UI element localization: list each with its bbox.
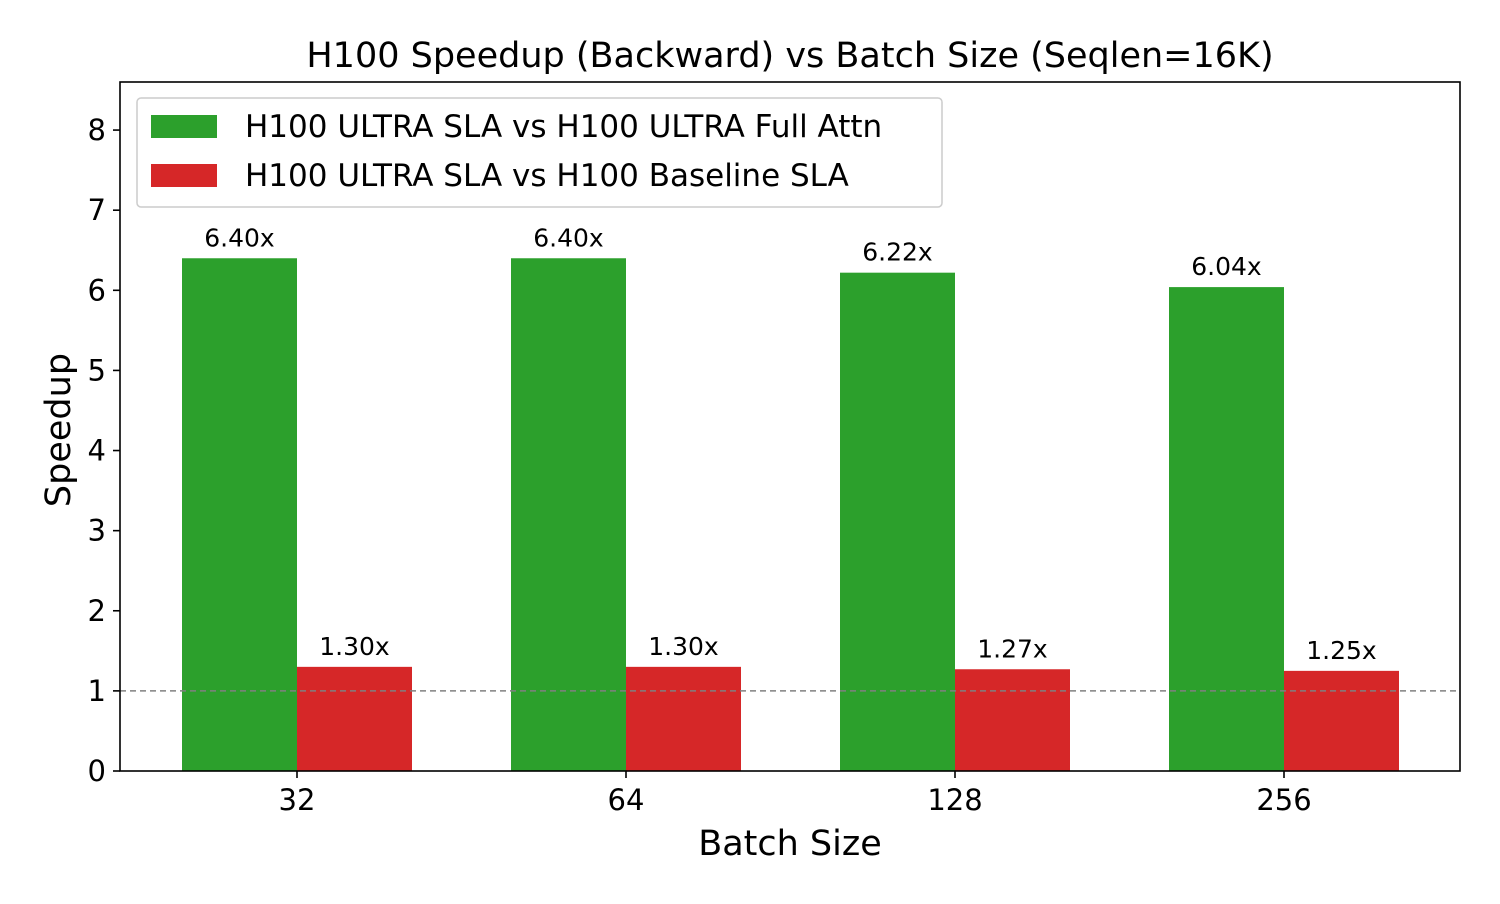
data-label-baseline-sla-32: 1.30x [319, 632, 389, 661]
bar-full-attn-32 [182, 258, 297, 771]
y-tick-label-1: 1 [88, 674, 106, 708]
bar-full-attn-128 [840, 272, 955, 771]
bar-full-attn-256 [1169, 287, 1284, 771]
y-tick-label-5: 5 [88, 353, 106, 387]
legend-label-baseline-sla: H100 ULTRA SLA vs H100 Baseline SLA [245, 158, 849, 194]
x-axis: 32 64 128 256 [279, 771, 1312, 817]
data-label-full-attn-256: 6.04x [1191, 252, 1261, 281]
x-tick-label-32: 32 [279, 783, 316, 817]
legend-label-full-attn: H100 ULTRA SLA vs H100 ULTRA Full Attn [245, 109, 882, 145]
legend: H100 ULTRA SLA vs H100 ULTRA Full Attn H… [136, 97, 943, 208]
x-tick-label-256: 256 [1256, 783, 1311, 817]
legend-frame [136, 97, 943, 208]
y-tick-label-8: 8 [88, 113, 106, 147]
bar-baseline-sla-256 [1284, 670, 1399, 771]
data-label-baseline-sla-256: 1.25x [1306, 636, 1376, 665]
y-tick-label-4: 4 [88, 434, 106, 468]
y-tick-label-7: 7 [88, 193, 106, 227]
y-tick-label-3: 3 [88, 514, 106, 548]
x-axis-label: Batch Size [698, 824, 882, 864]
legend-swatch-red [151, 164, 217, 187]
data-label-baseline-sla-64: 1.30x [648, 632, 718, 661]
bar-baseline-sla-32 [297, 666, 412, 771]
data-label-full-attn-64: 6.40x [533, 223, 603, 252]
bars-layer [182, 258, 1399, 771]
data-labels-layer: 6.40x 6.40x 6.22x 6.04x 1.30x 1.30x 1.27x 1.25x [204, 223, 1376, 665]
plot-area-frame [119, 81, 1461, 772]
y-tick-label-0: 0 [88, 754, 106, 788]
bar-baseline-sla-64 [626, 666, 741, 771]
x-tick-label-64: 64 [608, 783, 645, 817]
y-axis-label: Speedup [39, 353, 79, 507]
x-tick-label-128: 128 [927, 783, 982, 817]
chart-title: H100 Speedup (Backward) vs Batch Size (S… [306, 36, 1273, 76]
data-label-full-attn-128: 6.22x [862, 238, 932, 267]
legend-swatch-green [151, 115, 217, 138]
y-axis: 0 1 2 3 4 5 6 7 8 [88, 113, 120, 788]
y-tick-label-2: 2 [88, 594, 106, 628]
bar-baseline-sla-128 [955, 669, 1070, 771]
bar-full-attn-64 [511, 258, 626, 771]
data-label-full-attn-32: 6.40x [204, 223, 274, 252]
y-tick-label-6: 6 [88, 273, 106, 307]
data-label-baseline-sla-128: 1.27x [977, 634, 1047, 663]
